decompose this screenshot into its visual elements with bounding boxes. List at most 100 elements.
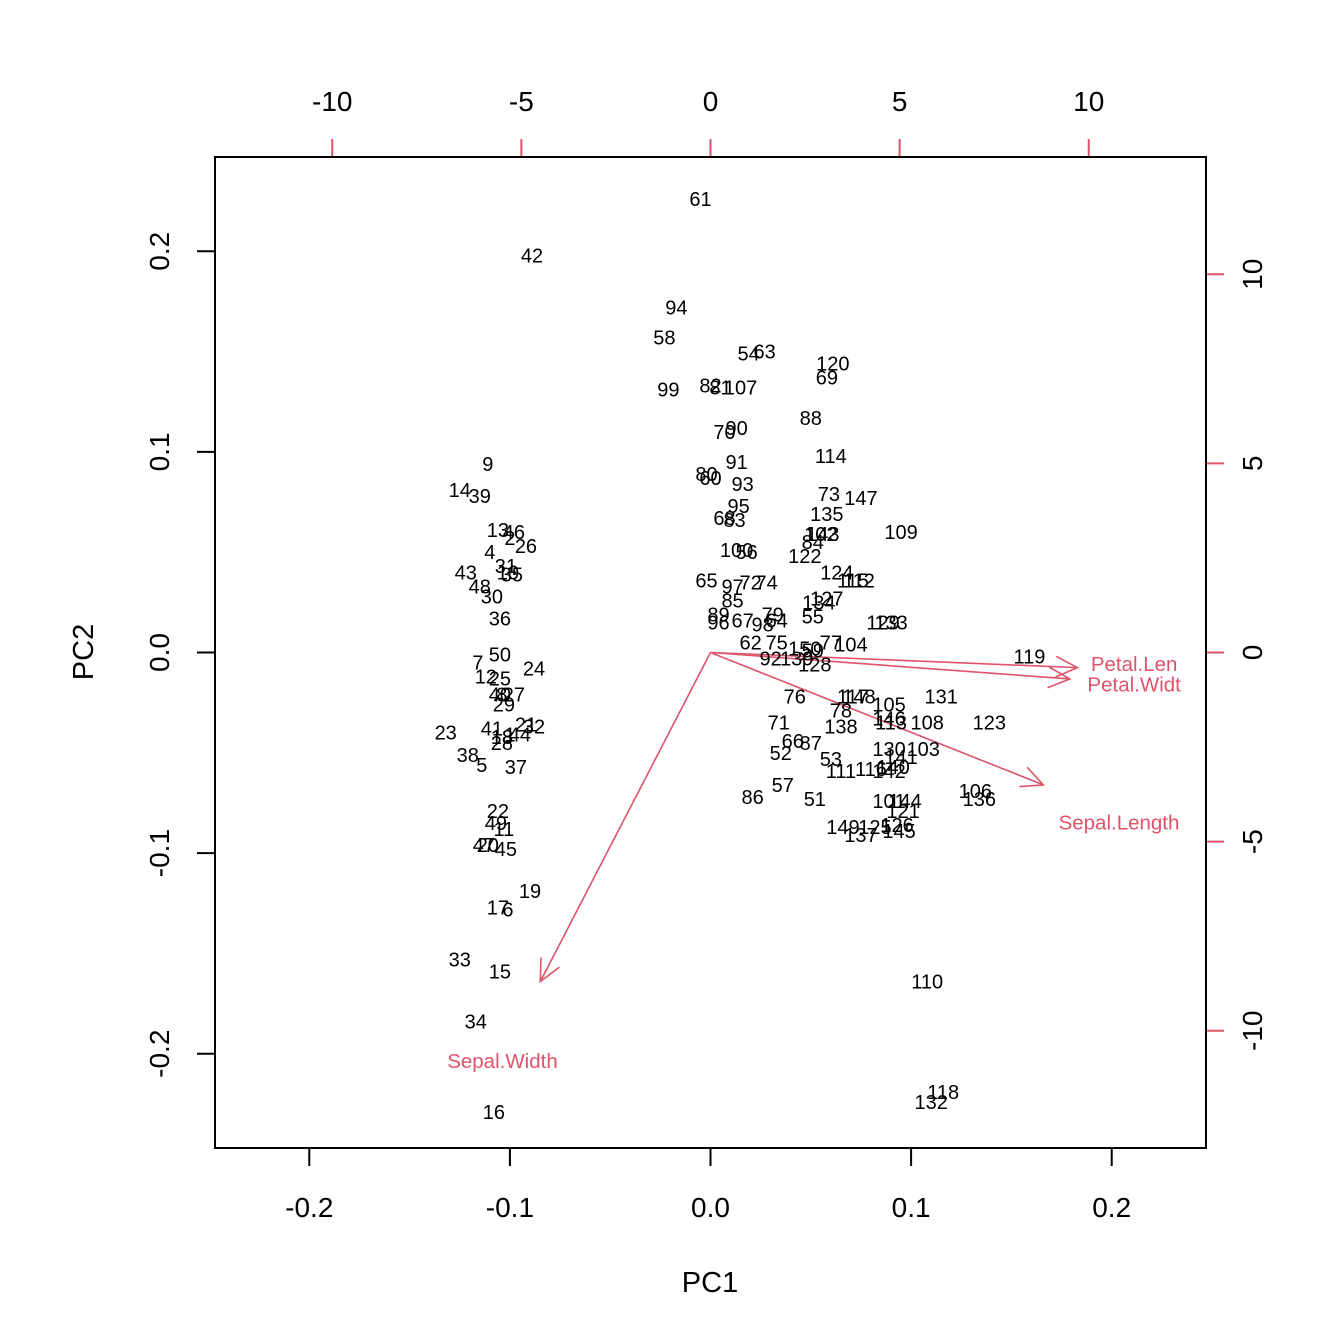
point-label-6: 6: [502, 899, 513, 921]
point-label-142: 142: [872, 761, 905, 783]
point-label-31: 31: [495, 556, 517, 578]
point-label-51: 51: [804, 789, 826, 811]
top-tick-label: 5: [892, 86, 908, 117]
point-label-1: 1: [504, 725, 515, 747]
top-tick-label: -5: [509, 86, 534, 117]
point-label-65: 65: [695, 570, 717, 592]
point-label-135: 135: [810, 504, 843, 526]
x-tick-label: 0.2: [1092, 1192, 1131, 1223]
point-label-78: 78: [830, 701, 852, 723]
point-label-97: 97: [721, 576, 743, 598]
point-label-59: 59: [802, 640, 824, 662]
point-label-93: 93: [731, 474, 753, 496]
point-label-13: 13: [487, 520, 509, 542]
point-label-41: 41: [481, 719, 503, 741]
point-label-18: 18: [491, 727, 513, 749]
point-label-127: 127: [810, 588, 843, 610]
point-label-150: 150: [788, 638, 821, 660]
point-label-145: 145: [882, 821, 915, 843]
point-label-30: 30: [481, 586, 503, 608]
loading-arrows: Sepal.Length Sepal.Width Petal.LenPetal.Wi…: [447, 651, 1181, 1073]
point-label-14: 14: [449, 480, 471, 502]
point-label-137: 137: [844, 825, 877, 847]
point-label-86: 86: [742, 787, 764, 809]
point-label-46: 46: [503, 522, 525, 544]
point-label-12: 12: [475, 667, 497, 689]
point-label-35: 35: [501, 564, 523, 586]
point-label-8: 8: [496, 685, 507, 707]
x-tick-label: -0.1: [486, 1192, 534, 1223]
point-label-107: 107: [724, 378, 757, 400]
point-label-87: 87: [800, 733, 822, 755]
point-label-131: 131: [925, 687, 958, 709]
point-label-144: 144: [888, 791, 921, 813]
point-label-15: 15: [489, 961, 511, 983]
point-label-79: 79: [762, 604, 784, 626]
point-label-77: 77: [820, 632, 842, 654]
point-label-99: 99: [657, 380, 679, 402]
point-label-52: 52: [770, 743, 792, 765]
point-label-90: 90: [725, 418, 747, 440]
plot-frame: [214, 156, 1207, 1149]
point-label-109: 109: [884, 522, 917, 544]
point-label-40: 40: [489, 685, 511, 707]
point-label-143: 143: [806, 524, 839, 546]
point-label-96: 96: [707, 612, 729, 634]
point-label-66: 66: [782, 731, 804, 753]
point-label-42: 42: [521, 245, 543, 267]
point-label-5: 5: [476, 755, 487, 777]
point-label-81: 81: [709, 378, 731, 400]
point-label-84: 84: [802, 532, 824, 554]
right-tick-label: -5: [1237, 829, 1268, 854]
point-label-24: 24: [523, 659, 545, 681]
point-label-25: 25: [489, 669, 511, 691]
point-label-76: 76: [784, 687, 806, 709]
point-label-75: 75: [766, 632, 788, 654]
point-label-9: 9: [482, 454, 493, 476]
point-label-63: 63: [754, 342, 776, 364]
point-label-43: 43: [455, 562, 477, 584]
point-label-26: 26: [515, 536, 537, 558]
point-label-67: 67: [731, 610, 753, 632]
point-label-100: 100: [720, 540, 753, 562]
point-label-80: 80: [695, 464, 717, 486]
loading-arrow-sepal-length: [710, 651, 1044, 786]
loading-arrowhead-petal-width: [1047, 666, 1072, 689]
point-label-11: 11: [493, 819, 514, 841]
point-label-58: 58: [653, 328, 675, 350]
point-label-139: 139: [780, 649, 813, 671]
point-label-33: 33: [449, 949, 471, 971]
point-label-141: 141: [884, 747, 917, 769]
y-tick-label: 0.1: [144, 432, 175, 471]
point-label-17: 17: [487, 897, 509, 919]
right-tick-label: 0: [1237, 645, 1268, 661]
point-label-89: 89: [707, 604, 729, 626]
point-label-22: 22: [487, 801, 509, 823]
x-tick-label: 0.0: [691, 1192, 730, 1223]
point-label-114: 114: [815, 446, 847, 468]
point-label-23: 23: [435, 723, 457, 745]
point-label-82: 82: [699, 376, 721, 398]
point-label-27: 27: [503, 685, 525, 707]
point-label-36: 36: [489, 608, 511, 630]
point-label-64: 64: [766, 610, 788, 632]
point-label-115: 115: [837, 570, 869, 592]
x-tick-label: 0.1: [892, 1192, 931, 1223]
point-label-34: 34: [465, 1012, 487, 1034]
point-label-62: 62: [739, 632, 761, 654]
point-label-111: 111: [826, 761, 856, 783]
point-label-60: 60: [699, 468, 721, 490]
point-label-49: 49: [485, 813, 507, 835]
top-tick-label: -10: [312, 86, 352, 117]
point-label-149: 149: [826, 817, 859, 839]
point-label-119: 119: [1014, 647, 1046, 669]
point-label-10: 10: [497, 562, 519, 584]
point-label-140: 140: [876, 757, 909, 779]
point-label-54: 54: [737, 344, 759, 366]
point-label-125: 125: [858, 817, 891, 839]
point-label-129: 129: [866, 612, 899, 634]
point-label-117: 117: [837, 687, 869, 709]
point-label-61: 61: [689, 189, 711, 211]
point-label-73: 73: [818, 484, 840, 506]
right-tick-label: -10: [1237, 1011, 1268, 1051]
